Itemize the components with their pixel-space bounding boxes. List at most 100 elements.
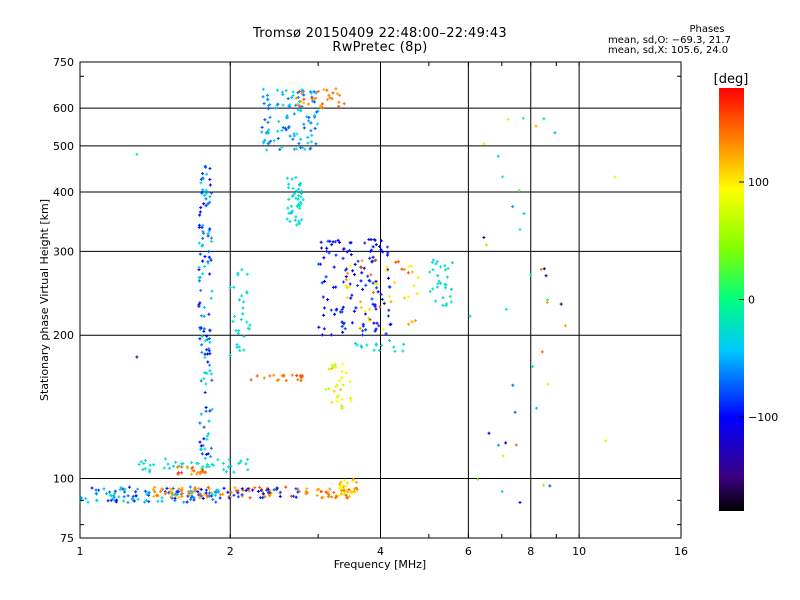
data-point: [285, 217, 289, 221]
data-point: [94, 491, 98, 495]
data-point: [190, 461, 193, 465]
data-point: [203, 355, 207, 359]
data-point: [142, 462, 146, 466]
data-point: [215, 488, 219, 492]
data-point: [198, 440, 202, 444]
data-point: [353, 490, 357, 494]
data-point: [545, 301, 549, 304]
data-point: [338, 93, 342, 97]
data-point: [539, 267, 543, 271]
data-point: [205, 371, 209, 375]
data-point: [269, 139, 272, 143]
data-point: [359, 279, 363, 283]
data-point: [266, 93, 269, 97]
data-point: [202, 329, 206, 333]
data-point: [301, 89, 305, 93]
data-point: [384, 332, 388, 336]
data-point: [441, 296, 445, 300]
data-point: [255, 374, 259, 378]
data-point: [353, 273, 356, 277]
data-point: [385, 245, 389, 249]
data-point: [238, 298, 241, 302]
data-point: [276, 88, 279, 92]
data-point: [302, 101, 306, 105]
data-point: [102, 487, 106, 491]
data-point: [208, 369, 212, 373]
data-point: [206, 452, 210, 456]
data-point: [205, 494, 209, 498]
data-point: [349, 296, 353, 300]
data-point: [482, 142, 486, 146]
data-point: [444, 268, 447, 272]
data-point: [431, 268, 435, 272]
data-point: [209, 446, 213, 450]
data-point: [379, 292, 383, 296]
data-point: [396, 260, 400, 264]
data-point: [206, 485, 210, 489]
data-point: [330, 495, 334, 499]
data-point: [233, 486, 237, 490]
data-point: [208, 328, 212, 332]
data-point: [277, 120, 281, 123]
data-point: [349, 490, 353, 494]
data-point: [320, 102, 324, 106]
data-point: [299, 373, 303, 377]
data-point: [406, 271, 410, 275]
data-point: [191, 465, 195, 469]
data-point: [330, 400, 334, 404]
y-tick-label: 300: [53, 245, 74, 258]
data-point: [294, 103, 298, 107]
data-point: [205, 437, 209, 441]
data-point: [207, 465, 211, 468]
y-tick-label: 500: [53, 140, 74, 153]
data-point: [367, 238, 371, 241]
data-point: [310, 140, 314, 144]
data-point: [542, 483, 546, 487]
data-point: [518, 501, 522, 504]
data-point: [176, 465, 179, 469]
data-point: [297, 194, 300, 198]
data-point: [200, 343, 204, 347]
data-point: [227, 458, 231, 462]
data-point: [341, 256, 345, 260]
data-point: [297, 142, 301, 145]
data-point: [209, 296, 213, 300]
data-point: [202, 327, 206, 331]
data-point: [180, 492, 184, 496]
data-point: [262, 102, 266, 106]
data-point: [287, 182, 291, 186]
data-point: [529, 273, 533, 277]
data-point: [339, 310, 342, 314]
data-point: [364, 328, 368, 332]
data-point: [290, 96, 294, 99]
data-point: [209, 491, 213, 495]
data-point: [300, 218, 304, 222]
data-point: [131, 494, 135, 498]
data-point: [348, 248, 351, 252]
data-point: [356, 284, 359, 287]
data-point: [542, 117, 546, 121]
data-point: [315, 494, 319, 497]
data-point: [291, 494, 295, 498]
data-point: [322, 256, 326, 260]
data-point: [311, 99, 314, 103]
data-point: [128, 485, 131, 489]
data-point: [415, 292, 419, 296]
data-point: [261, 492, 265, 496]
data-point: [232, 285, 236, 289]
data-point: [340, 376, 344, 380]
data-point: [199, 494, 203, 498]
data-point: [352, 309, 356, 313]
data-point: [199, 412, 203, 416]
data-point: [353, 487, 357, 491]
data-point: [207, 250, 211, 254]
data-point: [299, 379, 303, 383]
data-point: [187, 490, 191, 494]
data-point: [330, 367, 334, 370]
data-point: [334, 285, 338, 289]
data-point: [278, 148, 282, 151]
data-point: [343, 490, 347, 494]
data-point: [198, 210, 202, 214]
data-point: [152, 495, 156, 498]
data-point: [332, 491, 336, 494]
